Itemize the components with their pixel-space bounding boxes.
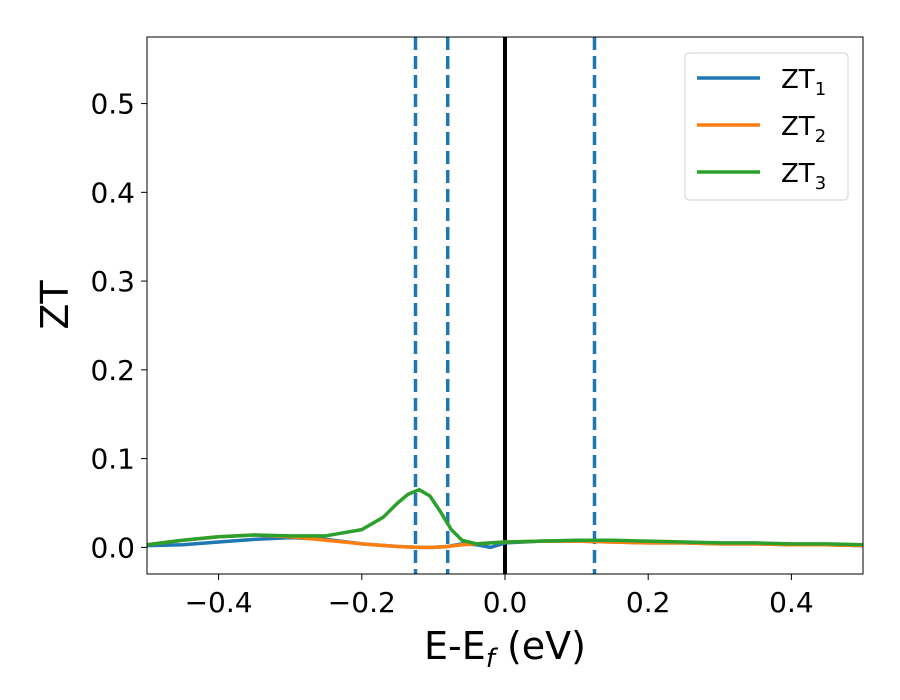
y-tick-label-0: 0.0: [90, 531, 135, 564]
y-tick-label-2: 0.2: [90, 354, 135, 387]
y-tick-label-1: 0.1: [90, 443, 135, 476]
legend-label-1: ZT1: [781, 65, 826, 100]
x-tick-label-2: 0.0: [483, 586, 528, 619]
y-tick-label-3: 0.3: [90, 265, 135, 298]
y-tick-label-4: 0.4: [90, 176, 135, 209]
legend-box: [684, 52, 849, 201]
x-tick-label-3: 0.2: [626, 586, 671, 619]
plot-content: [147, 37, 863, 574]
x-axis-label-suffix: (eV): [495, 624, 586, 668]
y-tick-label-5: 0.5: [90, 88, 135, 121]
x-tick-label-4: 0.4: [769, 586, 814, 619]
y-axis-label: ZT: [33, 280, 77, 330]
plot-area: [147, 37, 863, 574]
x-axis-label: E-Ef (eV): [424, 624, 586, 674]
legend: ZT1 ZT2 ZT3: [684, 52, 849, 201]
series-line-3: [147, 487, 863, 547]
x-tick-label-1: −0.2: [328, 586, 396, 619]
x-tick-label-0: −0.4: [185, 586, 253, 619]
axes: −0.4 −0.2 0.0 0.2 0.4 0.0 0.1 0.2 0.3 0.4 0.5: [90, 36, 864, 619]
legend-label-2: ZT2: [781, 112, 826, 147]
legend-label-3: ZT3: [781, 159, 826, 194]
